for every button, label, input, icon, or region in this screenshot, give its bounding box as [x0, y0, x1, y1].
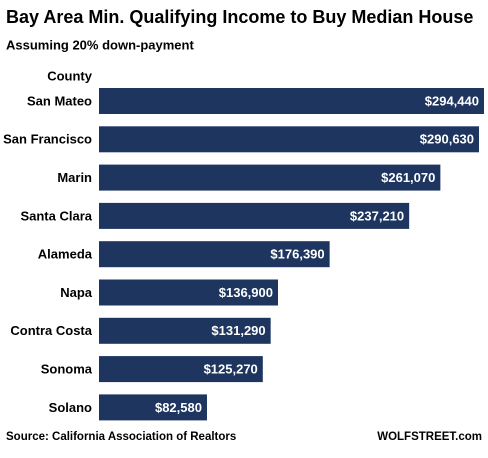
value-label: $125,270: [204, 362, 258, 377]
source: Source: California Association of Realto…: [6, 431, 236, 443]
value-label: $261,070: [381, 170, 435, 185]
category-label: Solano: [49, 400, 92, 415]
bar: [99, 356, 263, 383]
bar: [99, 241, 330, 268]
value-label: $136,900: [219, 285, 273, 300]
bar: [99, 394, 207, 421]
category-label: San Francisco: [3, 132, 92, 147]
category-label: San Mateo: [27, 93, 92, 108]
credit: WOLFSTREET.com: [377, 431, 482, 443]
category-label: Marin: [57, 170, 92, 185]
category-label: Alameda: [38, 247, 93, 262]
category-label: Sonoma: [41, 362, 93, 377]
axis-label: County: [47, 68, 93, 83]
chart-title: Bay Area Min. Qualifying Income to Buy M…: [6, 7, 473, 27]
value-label: $290,630: [420, 132, 474, 147]
bar: [99, 317, 271, 344]
category-label: Contra Costa: [10, 323, 92, 338]
value-label: $131,290: [211, 323, 265, 338]
bar: [99, 126, 480, 153]
value-label: $237,210: [350, 208, 404, 223]
bar: [99, 164, 441, 191]
bar: [99, 88, 484, 114]
value-label: $294,440: [425, 93, 479, 108]
chart-subtitle: Assuming 20% down-payment: [6, 37, 194, 52]
value-label: $82,580: [155, 400, 202, 415]
value-label: $176,390: [270, 247, 324, 262]
category-label: Napa: [60, 285, 93, 300]
category-label: Santa Clara: [20, 208, 92, 223]
bar: [99, 279, 279, 306]
bar: [99, 202, 410, 229]
